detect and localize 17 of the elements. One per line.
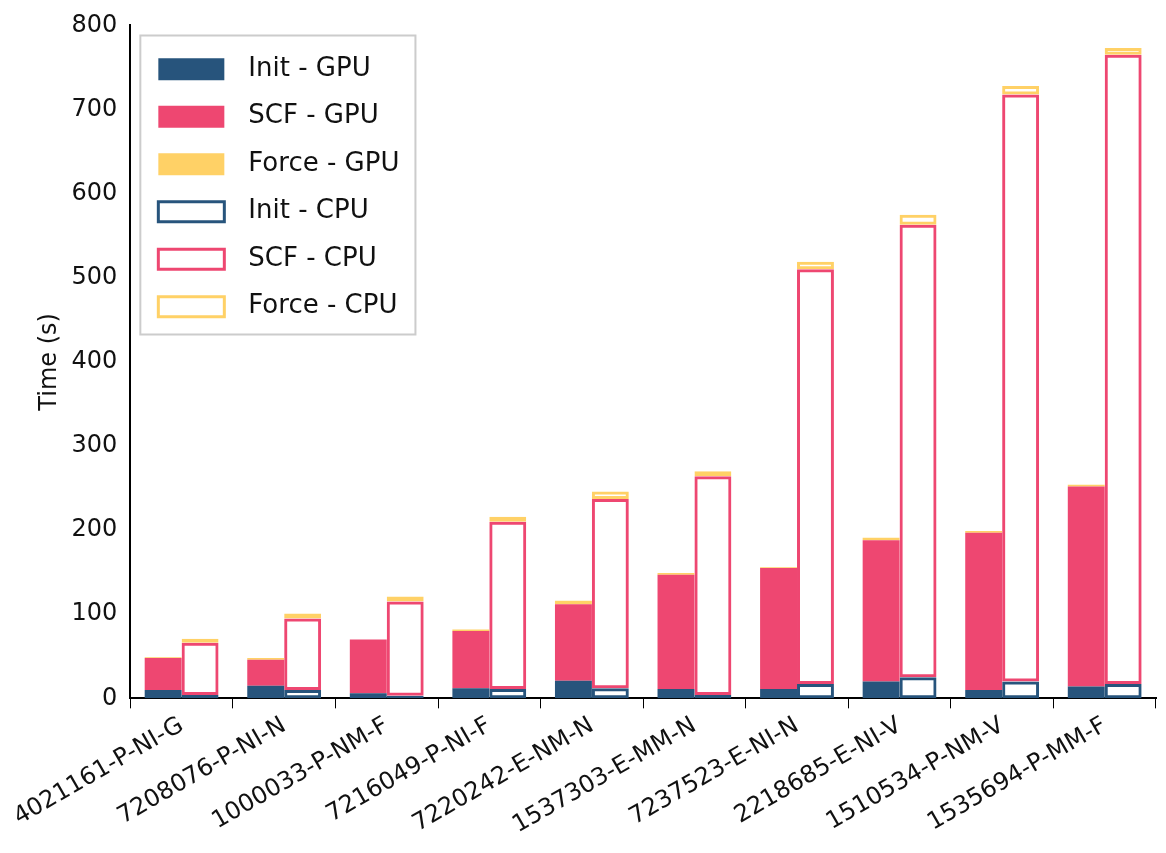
y-tick-label: 0	[102, 682, 118, 711]
y-tick-label: 200	[71, 514, 118, 543]
y-tick-label: 400	[71, 346, 118, 375]
legend-label: Init - CPU	[248, 194, 369, 225]
legend-label: SCF - GPU	[248, 99, 379, 130]
y-tick-label: 700	[71, 93, 118, 122]
y-axis-title: Time (s)	[34, 313, 63, 412]
legend-label: SCF - CPU	[248, 241, 377, 272]
legend-label: Init - GPU	[248, 51, 371, 82]
bar	[554, 600, 592, 605]
y-tick-label: 600	[71, 177, 118, 206]
legend-label: Force - CPU	[248, 289, 398, 320]
y-tick-label: 300	[71, 430, 118, 459]
y-tick-label: 800	[71, 9, 118, 38]
y-tick-label: 100	[71, 598, 118, 627]
y-tick-label: 500	[71, 261, 118, 290]
legend-label: Force - GPU	[248, 146, 400, 177]
